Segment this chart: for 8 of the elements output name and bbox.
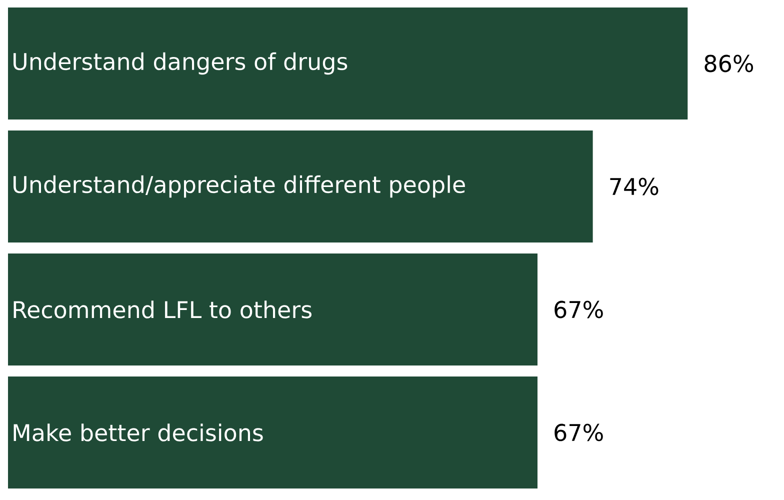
y-tick-label: Understand dangers of drugs bbox=[14, 52, 348, 75]
y-tick-label: Recommend LFL to others bbox=[14, 300, 312, 318]
data-label: 74% bbox=[610, 178, 658, 196]
y-tick-label: Make better decisions bbox=[14, 424, 263, 442]
data-label: 67% bbox=[554, 300, 603, 318]
data-label: 67% bbox=[554, 424, 603, 442]
y-tick-label: Understand/appreciate different people bbox=[14, 175, 465, 198]
data-label: 86% bbox=[704, 54, 754, 72]
